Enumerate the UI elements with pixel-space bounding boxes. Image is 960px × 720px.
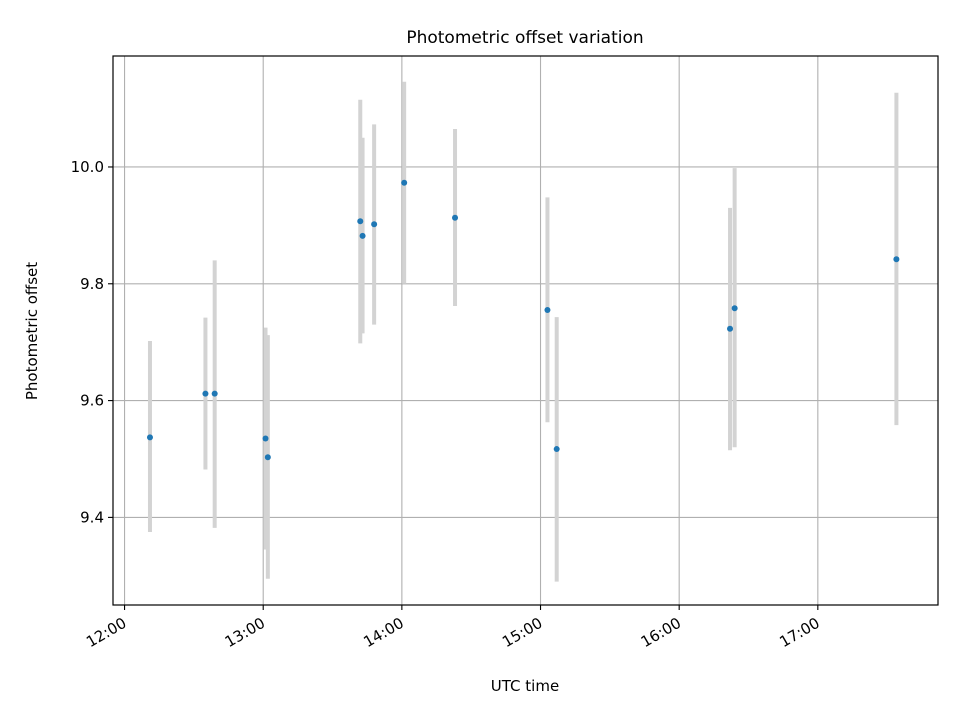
- y-axis-label: Photometric offset: [23, 262, 41, 400]
- y-tick-label: 10.0: [71, 158, 104, 176]
- grid-layer: [113, 56, 938, 605]
- y-tick-label: 9.4: [80, 508, 104, 526]
- data-point: [544, 307, 551, 314]
- data-point: [731, 305, 738, 312]
- chart-title: Photometric offset variation: [406, 28, 643, 48]
- data-point: [727, 325, 734, 332]
- x-axis-label: UTC time: [491, 677, 559, 695]
- data-point: [262, 435, 269, 442]
- data-point: [211, 390, 218, 397]
- data-point: [146, 434, 153, 441]
- data-point: [202, 390, 209, 397]
- data-point: [371, 221, 378, 228]
- data-point: [893, 256, 900, 263]
- y-tick-label: 9.6: [80, 392, 104, 410]
- data-point: [452, 214, 459, 221]
- data-point: [401, 179, 408, 186]
- data-point: [553, 446, 560, 453]
- data-point: [264, 454, 271, 461]
- point-layer: [146, 179, 900, 461]
- plot-frame: [112, 55, 939, 606]
- data-point: [357, 218, 364, 225]
- y-tick-label: 9.8: [80, 275, 104, 293]
- data-point: [359, 232, 366, 239]
- y-axis-ticks: 9.4 9.6 9.8 10.0: [71, 158, 113, 526]
